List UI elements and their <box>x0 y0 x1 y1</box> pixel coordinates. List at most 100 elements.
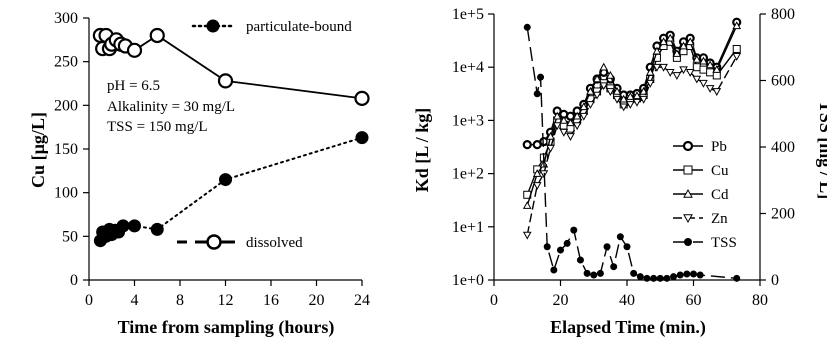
right-series-point-4 <box>610 263 618 271</box>
right-series-point-2 <box>566 118 575 127</box>
right-series-point-2 <box>592 74 602 83</box>
right-series-point-2 <box>685 37 695 46</box>
right-series-point-2 <box>559 115 569 124</box>
right-series-point-4 <box>537 73 545 81</box>
legend-marker-cd <box>683 188 693 198</box>
left-y-tick-label: 250 <box>54 54 78 71</box>
left-x-tick-label: 0 <box>85 292 93 309</box>
right-secondary-y-tick-label: 400 <box>771 139 795 156</box>
right-series-point-4 <box>643 274 651 282</box>
right-series-point-2 <box>705 60 715 69</box>
right-series-point-3 <box>632 98 642 107</box>
right-series-point-4 <box>616 233 624 241</box>
right-series-point-4 <box>563 239 571 247</box>
right-series-point-4 <box>630 269 638 277</box>
right-series-point-4 <box>676 271 684 279</box>
left-series-point-1 <box>126 42 143 58</box>
right-series-point-3 <box>712 88 722 96</box>
left-series-point-1 <box>217 73 234 89</box>
right-series-point-3 <box>586 101 595 109</box>
legend-marker-tss <box>684 238 692 246</box>
right-series-point-1 <box>692 63 701 72</box>
right-series-point-3 <box>665 69 675 77</box>
right-series-point-2 <box>606 70 615 79</box>
legend-marker-zn <box>683 214 693 224</box>
right-series-point-3 <box>522 231 532 240</box>
annotation-ph: pH = 6.5 <box>107 78 160 94</box>
particulate-legend-marker <box>206 19 220 33</box>
left-series-point-0 <box>219 173 232 187</box>
right-secondary-y-ticks: 0 200 400 600 800 <box>760 6 795 289</box>
annotation-tss: TSS = 150 mg/L <box>107 119 208 135</box>
legend-marker-pb <box>682 140 694 152</box>
right-series-point-3 <box>685 69 695 77</box>
right-series-point-2 <box>586 86 595 95</box>
right-series-point-2 <box>699 56 708 65</box>
right-y-tick-label: 1e+2 <box>452 166 484 183</box>
legend-label-pb: Pb <box>711 139 727 155</box>
right-series-point-2 <box>645 67 655 76</box>
right-series-point-3 <box>699 79 708 88</box>
right-series-point-0 <box>539 136 549 147</box>
right-series-point-3 <box>566 133 575 141</box>
right-series-point-3 <box>606 88 615 96</box>
right-series-point-1 <box>712 71 721 80</box>
right-series-point-3 <box>599 82 609 91</box>
right-series-point-2 <box>522 201 532 209</box>
left-y-tick-label: 0 <box>70 272 78 289</box>
left-x-ticks: 0 4 8 12 16 20 24 <box>85 280 370 309</box>
right-secondary-y-tick-label: 600 <box>771 73 795 90</box>
right-y-tick-label: 1e+1 <box>452 219 484 236</box>
right-series-point-4 <box>683 270 691 278</box>
left-y-tick-label: 300 <box>54 10 78 27</box>
left-y-ticks: 0 50 100 150 200 250 300 <box>54 10 89 289</box>
right-series-point-2 <box>532 169 542 177</box>
left-y-tick-label: 50 <box>62 228 78 245</box>
left-x-tick-label: 8 <box>176 292 184 309</box>
annotation-alkalinity: Alkalinity = 30 mg/L <box>107 99 235 115</box>
right-series-point-3 <box>546 144 555 153</box>
right-x-tick-label: 0 <box>490 292 498 309</box>
right-series-point-4 <box>543 243 551 251</box>
right-secondary-y-tick-label: 200 <box>771 206 795 223</box>
right-series-point-3 <box>652 63 662 72</box>
right-series-point-2 <box>619 94 629 103</box>
right-series-point-4 <box>690 270 697 278</box>
right-series-point-3 <box>732 53 742 61</box>
legend-dissolved-label: dissolved <box>246 235 303 251</box>
right-series-point-2 <box>572 111 582 120</box>
right-y-tick-label: 1e+5 <box>452 6 484 23</box>
right-series-point-4 <box>583 269 591 277</box>
right-y-ticks: 1e+0 1e+1 1e+2 1e+3 1e+4 1e+5 <box>452 6 494 289</box>
right-series-point-4 <box>636 273 644 281</box>
right-series-point-4 <box>570 226 578 234</box>
legend-dissolved: dissolved <box>177 234 303 251</box>
right-series-point-4 <box>550 266 558 274</box>
right-secondary-y-axis-label: TSS [mg / L] <box>816 101 827 200</box>
right-series-point-3 <box>572 122 582 131</box>
left-series <box>92 27 370 248</box>
legend-label-tss: TSS <box>711 235 737 251</box>
left-series-point-1 <box>354 90 370 106</box>
right-legend: Pb Cu Cd Zn TSS <box>673 139 737 251</box>
right-secondary-y-tick-label: 800 <box>771 6 795 23</box>
right-chart: 0 20 40 60 80 1e+0 1e+1 1e+2 1e+3 1e+4 1e+5 0 200 4… <box>412 6 827 338</box>
right-series-point-2 <box>732 21 742 30</box>
right-series-point-3 <box>639 95 648 104</box>
right-x-tick-label: 40 <box>619 292 635 309</box>
right-x-tick-label: 20 <box>553 292 569 309</box>
right-series-point-2 <box>612 86 622 95</box>
right-series-point-3 <box>579 112 589 121</box>
right-y-tick-label: 1e+3 <box>452 112 484 129</box>
right-series-point-3 <box>705 85 715 93</box>
right-series-point-2 <box>652 46 662 55</box>
right-series-point-2 <box>659 37 668 46</box>
right-series <box>522 17 742 282</box>
legend-label-cd: Cd <box>711 187 729 203</box>
right-series-point-3 <box>619 103 629 112</box>
right-series-point-2 <box>546 131 555 140</box>
right-series-point-4 <box>576 256 584 264</box>
right-series-point-2 <box>632 91 642 100</box>
right-series-point-3 <box>612 95 622 104</box>
